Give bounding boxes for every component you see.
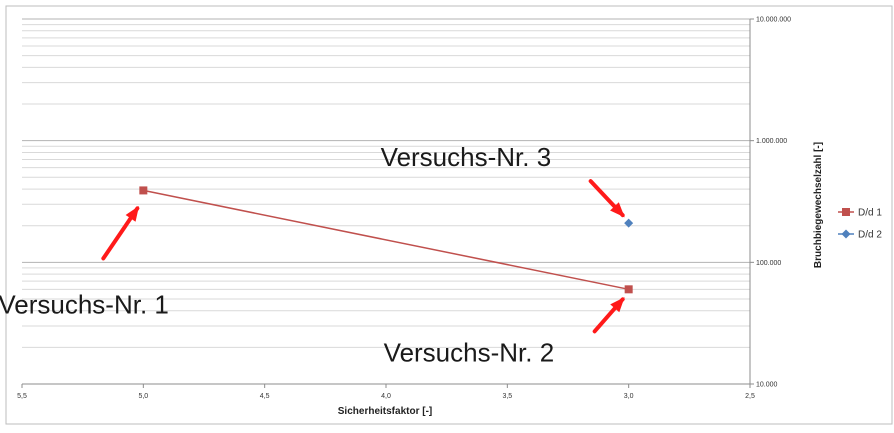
x-tick-label: 5,0 xyxy=(138,393,148,400)
data-point xyxy=(624,218,634,228)
annotation-label: Versuchs-Nr. 1 xyxy=(0,289,169,319)
annotation-label: Versuchs-Nr. 2 xyxy=(384,337,555,367)
annotation-arrowhead xyxy=(125,205,140,222)
annotation-arrowhead xyxy=(610,202,625,218)
x-tick-label: 3,5 xyxy=(502,393,512,400)
x-tick-label: 4,5 xyxy=(260,393,270,400)
annotation-arrowhead xyxy=(610,297,625,313)
y-tick-label: 10.000 xyxy=(756,382,778,389)
series-layer xyxy=(139,186,634,294)
data-point xyxy=(139,186,148,195)
legend-swatch-marker xyxy=(842,208,850,216)
y-tick-label: 100.000 xyxy=(756,260,781,267)
x-axis-title: Sicherheitsfaktor [-] xyxy=(338,406,432,417)
legend-swatch-marker xyxy=(841,229,851,239)
x-tick-label: 4,0 xyxy=(381,393,391,400)
series-line xyxy=(143,189,629,291)
legend-label: D/d 2 xyxy=(858,230,882,241)
axes: 5,5 5,0 4,5 4,0 3,5 3,0 2,510.000 100.000 1.000.… xyxy=(17,17,791,401)
legend-label: D/d 1 xyxy=(858,208,882,219)
x-tick-label: 5,5 xyxy=(17,393,27,400)
y-axis-title: Bruchbiegewechselzahl [-] xyxy=(813,142,824,268)
y-tick-label: 1.000.000 xyxy=(756,138,787,145)
chart-frame xyxy=(5,5,893,425)
annotation-layer: Versuchs-Nr. 1 Versuchs-Nr. 2 Versuchs-Nr.… xyxy=(0,142,625,367)
annotation-label: Versuchs-Nr. 3 xyxy=(381,142,552,172)
legend: D/d 1 D/d 2 xyxy=(838,208,882,241)
data-point xyxy=(624,285,633,294)
x-tick-label: 2,5 xyxy=(745,393,755,400)
y-tick-label: 10.000.000 xyxy=(756,17,791,24)
x-tick-label: 3,0 xyxy=(624,393,634,400)
